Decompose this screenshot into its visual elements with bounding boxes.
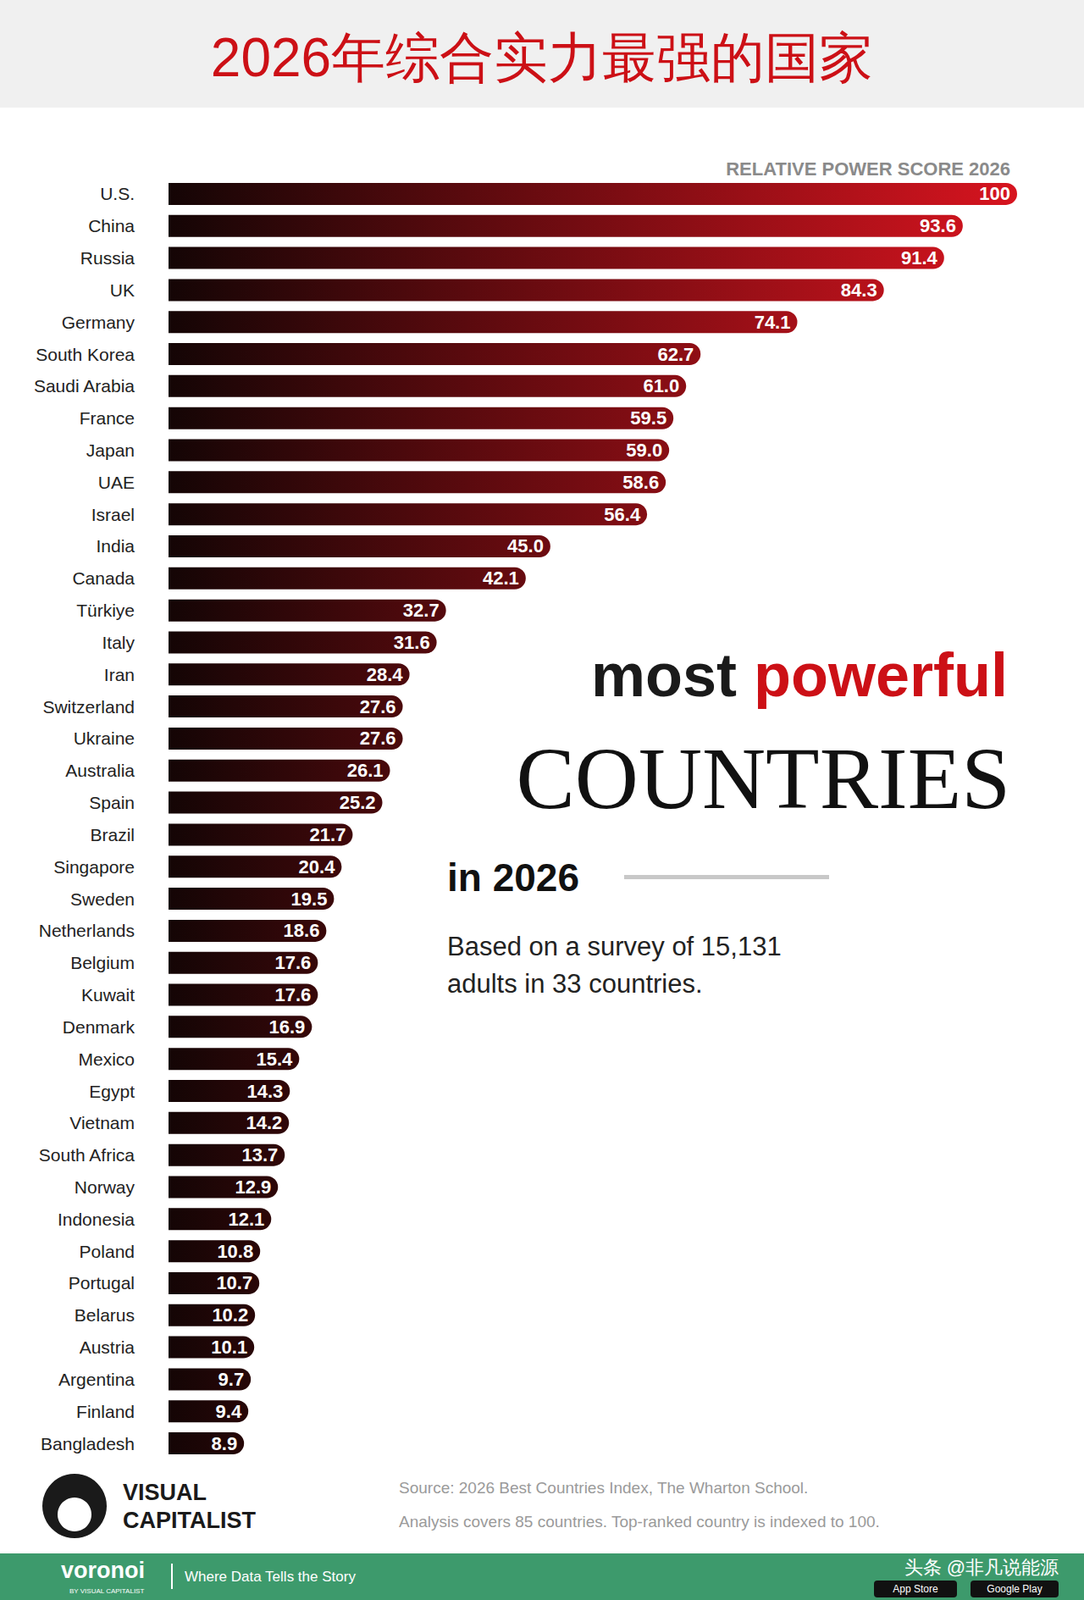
svg-text:26.1: 26.1 xyxy=(347,759,384,781)
svg-text:CAPITALIST: CAPITALIST xyxy=(122,1507,256,1533)
svg-text:Belgium: Belgium xyxy=(70,952,135,973)
svg-text:Poland: Poland xyxy=(79,1241,135,1261)
svg-text:Finland: Finland xyxy=(76,1401,135,1422)
svg-text:Denmark: Denmark xyxy=(62,1017,136,1037)
svg-text:91.4: 91.4 xyxy=(901,247,939,269)
svg-text:RELATIVE POWER SCORE 2026: RELATIVE POWER SCORE 2026 xyxy=(725,158,1011,180)
svg-text:62.7: 62.7 xyxy=(657,343,694,366)
svg-text:15.4: 15.4 xyxy=(255,1048,294,1070)
svg-text:adults in 33 countries.: adults in 33 countries. xyxy=(447,968,703,999)
svg-text:Switzerland: Switzerland xyxy=(42,696,135,717)
svg-text:Belarus: Belarus xyxy=(74,1305,135,1325)
svg-text:8.9: 8.9 xyxy=(211,1432,238,1455)
svg-text:61.0: 61.0 xyxy=(642,375,680,397)
svg-text:South Africa: South Africa xyxy=(38,1144,136,1165)
svg-text:Canada: Canada xyxy=(71,568,135,588)
svg-text:Sweden: Sweden xyxy=(70,889,135,909)
svg-text:BY VISUAL CAPITALIST: BY VISUAL CAPITALIST xyxy=(69,1587,144,1595)
svg-text:South Korea: South Korea xyxy=(35,344,135,365)
svg-text:powerful: powerful xyxy=(753,641,1008,709)
svg-text:16.9: 16.9 xyxy=(269,1016,306,1038)
svg-text:74.1: 74.1 xyxy=(754,311,791,333)
svg-text:Where Data Tells the Story: Where Data Tells the Story xyxy=(184,1568,356,1585)
svg-text:Indonesia: Indonesia xyxy=(57,1209,135,1229)
svg-text:Türkiye: Türkiye xyxy=(76,600,135,620)
svg-text:COUNTRIES: COUNTRIES xyxy=(515,729,1011,827)
svg-text:Kuwait: Kuwait xyxy=(81,984,135,1005)
svg-text:42.1: 42.1 xyxy=(482,567,520,589)
svg-text:Mexico: Mexico xyxy=(77,1049,135,1069)
svg-text:Ukraine: Ukraine xyxy=(73,728,135,748)
svg-text:VISUAL: VISUAL xyxy=(122,1479,207,1505)
svg-text:28.4: 28.4 xyxy=(366,663,404,686)
svg-text:59.0: 59.0 xyxy=(625,439,663,461)
svg-text:Saudi Arabia: Saudi Arabia xyxy=(33,376,135,396)
svg-text:Analysis covers 85 countries.: Analysis covers 85 countries. Top-ranked… xyxy=(398,1512,880,1531)
svg-text:2026年综合实力最强的国家: 2026年综合实力最强的国家 xyxy=(210,27,874,89)
svg-text:10.1: 10.1 xyxy=(210,1336,248,1358)
svg-text:in 2026: in 2026 xyxy=(447,855,580,900)
svg-text:10.8: 10.8 xyxy=(216,1240,254,1262)
svg-text:Based on a survey of 15,131: Based on a survey of 15,131 xyxy=(447,931,789,962)
svg-text:12.9: 12.9 xyxy=(234,1176,271,1198)
svg-text:Israel: Israel xyxy=(91,504,135,525)
svg-text:U.S.: U.S. xyxy=(99,183,135,204)
svg-text:Norway: Norway xyxy=(74,1177,136,1197)
svg-text:Austria: Austria xyxy=(79,1337,136,1357)
svg-text:25.2: 25.2 xyxy=(339,791,377,813)
svg-text:Australia: Australia xyxy=(65,760,135,780)
svg-text:14.3: 14.3 xyxy=(246,1080,283,1102)
svg-text:93.6: 93.6 xyxy=(919,215,957,237)
svg-text:17.6: 17.6 xyxy=(275,984,312,1006)
svg-text:Bangladesh: Bangladesh xyxy=(40,1433,135,1454)
svg-text:Google Play: Google Play xyxy=(986,1582,1042,1595)
svg-text:UAE: UAE xyxy=(98,472,135,493)
svg-text:Singapore: Singapore xyxy=(53,857,135,877)
svg-text:56.4: 56.4 xyxy=(603,503,642,526)
svg-text:31.6: 31.6 xyxy=(393,631,431,653)
svg-text:Iran: Iran xyxy=(104,664,135,685)
svg-text:27.6: 27.6 xyxy=(359,727,397,749)
svg-text:20.4: 20.4 xyxy=(298,856,337,878)
svg-text:32.7: 32.7 xyxy=(403,599,440,621)
svg-text:58.6: 58.6 xyxy=(622,471,659,493)
svg-text:10.7: 10.7 xyxy=(215,1272,253,1294)
svg-text:China: China xyxy=(88,215,135,236)
svg-text:19.5: 19.5 xyxy=(291,888,328,910)
svg-text:UK: UK xyxy=(110,280,135,300)
svg-text:voronoi: voronoi xyxy=(60,1557,145,1583)
svg-text:Portugal: Portugal xyxy=(68,1272,135,1293)
svg-text:59.5: 59.5 xyxy=(630,407,667,429)
svg-text:Japan: Japan xyxy=(86,440,135,460)
svg-text:most: most xyxy=(591,641,737,709)
svg-text:Netherlands: Netherlands xyxy=(38,920,135,941)
svg-text:Egypt: Egypt xyxy=(88,1081,135,1101)
svg-text:Argentina: Argentina xyxy=(58,1369,135,1389)
svg-text:App Store: App Store xyxy=(892,1582,939,1595)
svg-text:84.3: 84.3 xyxy=(840,279,878,301)
svg-text:Germany: Germany xyxy=(61,312,136,332)
svg-text:9.4: 9.4 xyxy=(215,1400,243,1422)
svg-text:21.7: 21.7 xyxy=(309,824,347,846)
svg-text:9.7: 9.7 xyxy=(218,1368,245,1390)
svg-text:Russia: Russia xyxy=(80,248,136,268)
svg-text:Brazil: Brazil xyxy=(89,824,135,845)
svg-text:France: France xyxy=(79,408,135,428)
svg-text:27.6: 27.6 xyxy=(359,696,397,718)
svg-text:12.1: 12.1 xyxy=(227,1208,265,1230)
svg-text:18.6: 18.6 xyxy=(283,919,321,941)
svg-text:13.7: 13.7 xyxy=(241,1144,278,1166)
svg-text:India: India xyxy=(95,536,135,556)
svg-text:17.6: 17.6 xyxy=(275,951,312,974)
svg-text:Spain: Spain xyxy=(88,792,135,813)
svg-text:10.2: 10.2 xyxy=(211,1304,249,1326)
svg-text:Vietnam: Vietnam xyxy=(69,1112,135,1133)
svg-text:45.0: 45.0 xyxy=(507,535,544,557)
svg-text:100: 100 xyxy=(978,182,1011,205)
svg-text:头条 @非凡说能源: 头条 @非凡说能源 xyxy=(904,1556,1059,1578)
svg-text:Source: 2026 Best Countries In: Source: 2026 Best Countries Index, The W… xyxy=(398,1478,808,1497)
svg-text:Italy: Italy xyxy=(101,632,135,653)
svg-text:14.2: 14.2 xyxy=(245,1111,283,1134)
